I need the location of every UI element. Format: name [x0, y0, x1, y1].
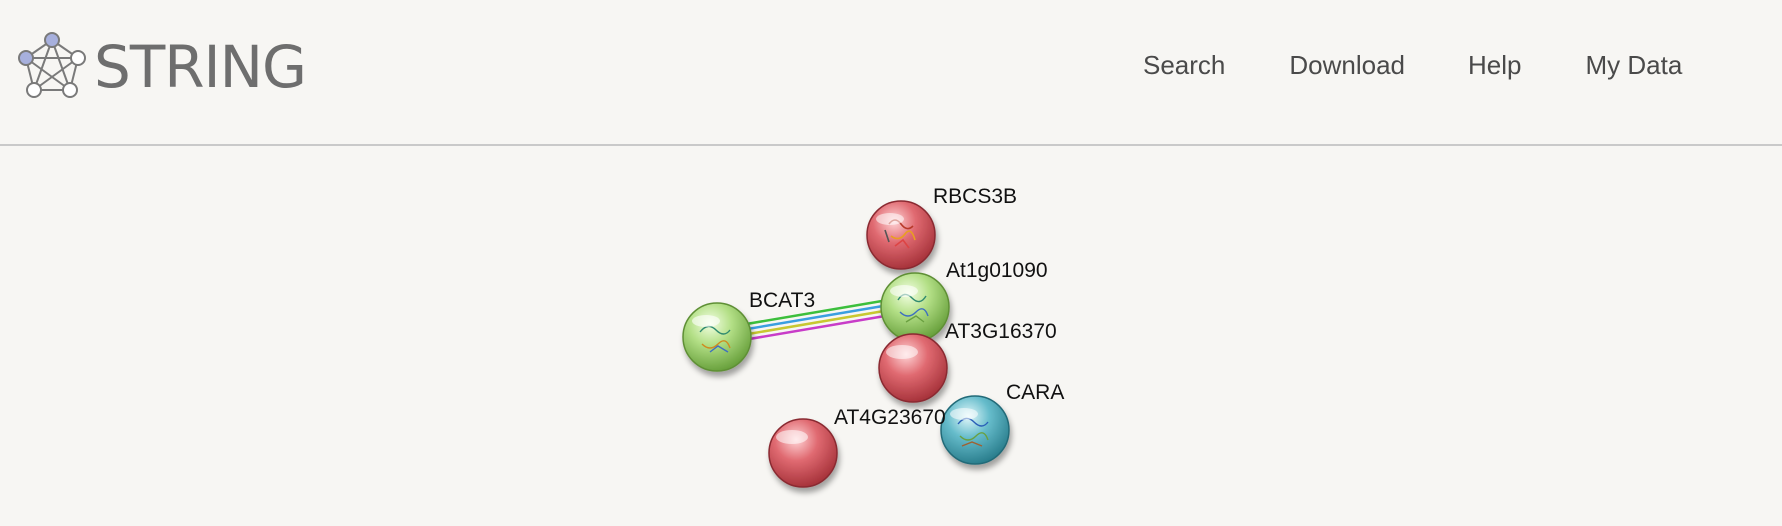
node-label-rbcs3b: RBCS3B: [933, 185, 1017, 208]
network-node[interactable]: AT4G23670: [768, 406, 946, 488]
logo-text: STRING: [94, 33, 307, 101]
main-nav: Search Download Help My Data: [1143, 50, 1682, 81]
protein-network[interactable]: RBCS3B At1g01090 BCAT3 AT3G16370: [0, 146, 1782, 526]
nav-search[interactable]: Search: [1143, 50, 1226, 80]
nav-help[interactable]: Help: [1468, 50, 1522, 80]
network-graph-icon: [18, 32, 86, 98]
protein-structure-icon: [699, 325, 731, 353]
string-logo[interactable]: STRING: [16, 32, 307, 102]
site-header: STRING Search Download Help My Data: [0, 0, 1782, 146]
node-label-at1g01090: At1g01090: [946, 259, 1048, 282]
network-node[interactable]: At1g01090: [880, 259, 1048, 342]
network-node[interactable]: AT3G16370: [878, 320, 1057, 403]
nav-download[interactable]: Download: [1289, 50, 1406, 80]
protein-structure-icon: [884, 219, 916, 249]
node-label-at3g16370: AT3G16370: [945, 320, 1057, 343]
network-node[interactable]: CARA: [940, 381, 1064, 465]
network-node[interactable]: RBCS3B: [866, 185, 1017, 270]
node-label-bcat3: BCAT3: [749, 289, 815, 312]
nav-my-data[interactable]: My Data: [1585, 50, 1683, 80]
network-node[interactable]: BCAT3: [682, 289, 815, 372]
node-label-at4g23670: AT4G23670: [834, 406, 946, 429]
node-label-cara: CARA: [1006, 381, 1064, 404]
